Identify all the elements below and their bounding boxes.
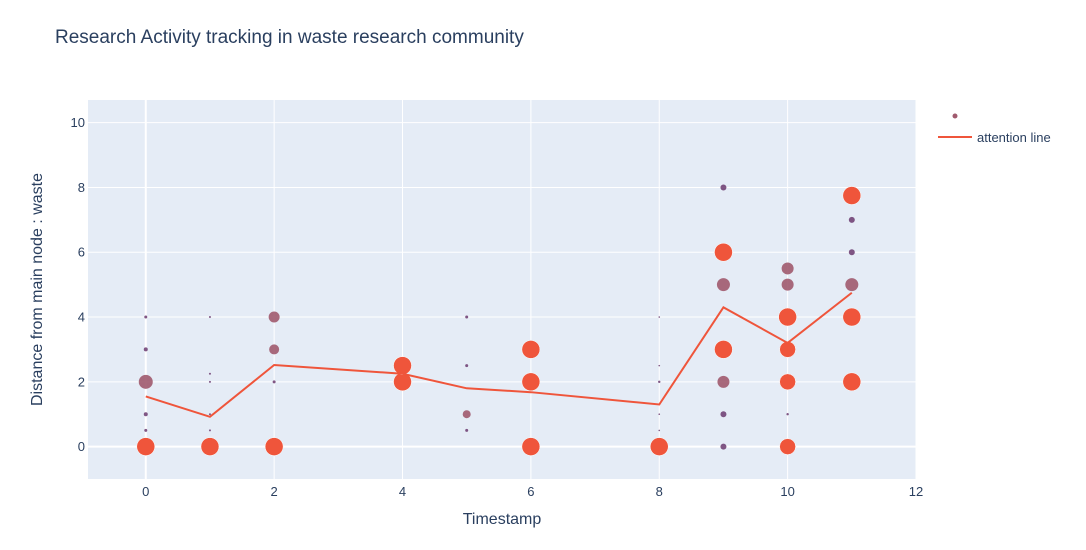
x-tick-label: 2 bbox=[271, 484, 278, 499]
scatter-point bbox=[658, 364, 661, 367]
y-tick-label: 6 bbox=[78, 245, 85, 260]
scatter-point bbox=[521, 340, 541, 359]
legend[interactable]: attention line bbox=[938, 113, 1051, 146]
x-axis-ticks: 0 2 4 6 8 10 12 bbox=[142, 484, 923, 499]
scatter-point bbox=[842, 372, 862, 392]
scatter-point bbox=[208, 429, 211, 432]
scatter-point bbox=[658, 380, 661, 384]
scatter-point bbox=[136, 437, 156, 456]
attention-line-layer bbox=[145, 291, 853, 418]
scatter-point bbox=[208, 413, 211, 416]
grid-lines bbox=[88, 100, 917, 479]
x-tick-label: 4 bbox=[399, 484, 406, 499]
scatter-point bbox=[143, 347, 148, 352]
attention-line bbox=[145, 291, 853, 418]
scatter-point bbox=[848, 216, 855, 223]
scatter-point bbox=[716, 278, 730, 292]
y-axis-title: Distance from main node : waste bbox=[29, 173, 46, 406]
legend-marker-icon bbox=[952, 113, 958, 119]
scatter-point bbox=[658, 316, 661, 318]
scatter-point bbox=[720, 443, 727, 450]
scatter-point bbox=[842, 186, 862, 205]
scatter-point bbox=[717, 375, 730, 388]
scatter-point bbox=[208, 380, 211, 383]
plot-area bbox=[88, 100, 916, 479]
scatter-point bbox=[208, 372, 211, 375]
scatter-point bbox=[786, 413, 789, 416]
y-tick-label: 0 bbox=[78, 439, 85, 454]
scatter-point bbox=[779, 373, 796, 391]
scatter-point bbox=[720, 184, 727, 191]
scatter-point bbox=[143, 412, 148, 417]
scatter-point bbox=[138, 374, 153, 389]
scatter-point bbox=[465, 364, 469, 368]
scatter-point bbox=[720, 411, 727, 418]
x-tick-label: 0 bbox=[142, 484, 149, 499]
scatter-point bbox=[200, 437, 220, 456]
scatter-point bbox=[208, 316, 211, 319]
scatter-point bbox=[269, 344, 280, 355]
scatter-point bbox=[465, 315, 469, 319]
x-axis-title: Timestamp bbox=[463, 511, 542, 528]
scatter-point bbox=[658, 429, 661, 432]
scatter-point bbox=[521, 437, 541, 456]
legend-label-attention-line: attention line bbox=[977, 130, 1051, 145]
scatter-point bbox=[393, 356, 412, 375]
chart-title: Research Activity tracking in waste rese… bbox=[55, 27, 524, 48]
scatter-point bbox=[781, 278, 794, 291]
scatter-point bbox=[462, 410, 471, 419]
legend-item-markers[interactable] bbox=[952, 113, 958, 119]
y-tick-label: 8 bbox=[78, 180, 85, 195]
scatter-point bbox=[842, 307, 862, 327]
scatter-point bbox=[144, 428, 148, 432]
scatter-point bbox=[714, 340, 733, 359]
scatter-point bbox=[658, 413, 661, 416]
scatter-point bbox=[264, 437, 284, 456]
y-tick-label: 2 bbox=[78, 374, 85, 389]
scatter-point bbox=[650, 437, 669, 456]
scatter-point bbox=[714, 242, 733, 262]
y-tick-label: 4 bbox=[78, 310, 85, 325]
scatter-point bbox=[144, 315, 148, 319]
scatter-point bbox=[465, 428, 469, 432]
scatter-point bbox=[779, 438, 796, 455]
scatter-point bbox=[848, 249, 855, 256]
y-tick-label: 10 bbox=[71, 115, 85, 130]
scatter-point bbox=[272, 380, 276, 384]
scatter-point bbox=[778, 307, 797, 327]
scatter-point bbox=[268, 311, 280, 323]
y-axis-ticks: 0 2 4 6 8 10 bbox=[71, 115, 85, 454]
scatter-point bbox=[779, 341, 796, 358]
x-tick-label: 12 bbox=[909, 484, 923, 499]
scatter-point bbox=[521, 372, 541, 392]
marker-layer bbox=[136, 184, 862, 456]
scatter-point bbox=[781, 262, 794, 275]
x-tick-label: 6 bbox=[527, 484, 534, 499]
x-tick-label: 8 bbox=[656, 484, 663, 499]
legend-item-attention-line[interactable]: attention line bbox=[938, 130, 1051, 145]
scatter-point bbox=[845, 278, 859, 292]
x-tick-label: 10 bbox=[780, 484, 794, 499]
